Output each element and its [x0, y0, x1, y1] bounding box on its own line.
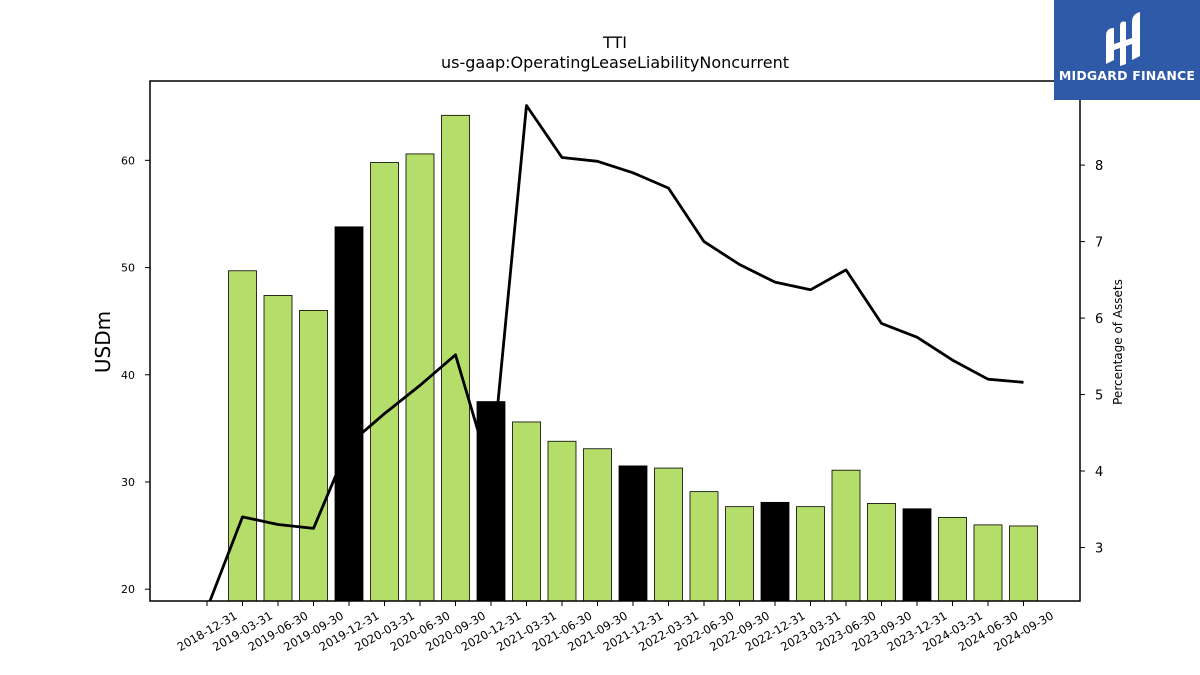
- chart-title: TTI: [602, 33, 627, 52]
- y-tick-label: 40: [121, 369, 135, 382]
- bar: [938, 516, 967, 602]
- line-series: [208, 104, 1024, 601]
- bar: [1009, 525, 1038, 602]
- y-tick-label: 50: [121, 262, 135, 275]
- y2-tick-label: 3: [1095, 541, 1103, 556]
- bar: [796, 506, 825, 602]
- bar: [973, 524, 1003, 602]
- bar: [689, 491, 719, 602]
- logo-text: MIDGARD FINANCE: [1058, 68, 1196, 83]
- y2-tick-label: 5: [1095, 389, 1103, 404]
- bar: [228, 270, 257, 602]
- bar: [512, 421, 541, 602]
- bar: [370, 162, 399, 602]
- y-tick-label: 20: [121, 583, 135, 596]
- logo-mark-icon: [1106, 12, 1140, 66]
- bar: [618, 465, 648, 602]
- bar: [334, 226, 364, 602]
- y-tick-label: 30: [121, 476, 135, 489]
- bar: [263, 295, 293, 602]
- line-series-path: [208, 104, 1024, 601]
- y2-tick-label: 6: [1095, 312, 1103, 327]
- brand-logo: MIDGARD FINANCE: [1054, 0, 1200, 100]
- chart-subtitle: us-gaap:OperatingLeaseLiabilityNoncurren…: [441, 53, 789, 72]
- bar: [725, 506, 754, 602]
- y-tick-label: 60: [121, 154, 135, 167]
- bar: [547, 440, 577, 602]
- x-axis-ticks: 2018-12-312019-03-312019-06-302019-09-30…: [175, 601, 1056, 654]
- bar: [476, 401, 506, 602]
- plot-frame: [149, 80, 1081, 602]
- bar: [654, 467, 683, 602]
- bar: [760, 501, 790, 602]
- bars: [228, 114, 1038, 602]
- y-axis-ticks: 20 30 40 50 60: [121, 154, 150, 596]
- y2-tick-label: 8: [1095, 159, 1103, 174]
- y2-tick-label: 4: [1095, 465, 1103, 480]
- y2-axis-label: Percentage of Assets: [1111, 279, 1125, 405]
- bar: [831, 469, 861, 602]
- bar: [867, 503, 896, 602]
- y2-tick-label: 7: [1095, 236, 1103, 251]
- bar: [299, 310, 328, 602]
- y2-axis-ticks: 3 4 5 6 7 8: [1080, 159, 1103, 556]
- bar: [902, 508, 932, 602]
- bar: [583, 448, 612, 602]
- y-axis-label: USDm: [91, 311, 115, 373]
